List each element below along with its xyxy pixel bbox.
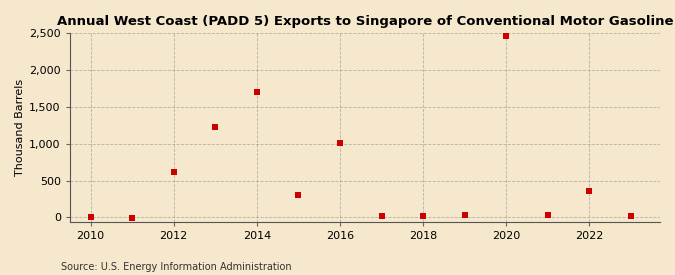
Point [252,90,263,94]
Point [626,214,637,218]
Point [584,189,595,193]
Y-axis label: Thousand Barrels: Thousand Barrels [15,79,25,176]
Text: Source: U.S. Energy Information Administration: Source: U.S. Energy Information Administ… [61,262,292,272]
Point [127,216,138,220]
Point [168,170,179,175]
Point [293,193,304,197]
Point [459,213,470,218]
Point [210,125,221,130]
Title: Annual West Coast (PADD 5) Exports to Singapore of Conventional Motor Gasoline: Annual West Coast (PADD 5) Exports to Si… [57,15,673,28]
Point [335,141,346,145]
Point [543,213,554,218]
Point [418,214,429,218]
Point [376,214,387,218]
Point [501,33,512,38]
Point [85,215,96,219]
